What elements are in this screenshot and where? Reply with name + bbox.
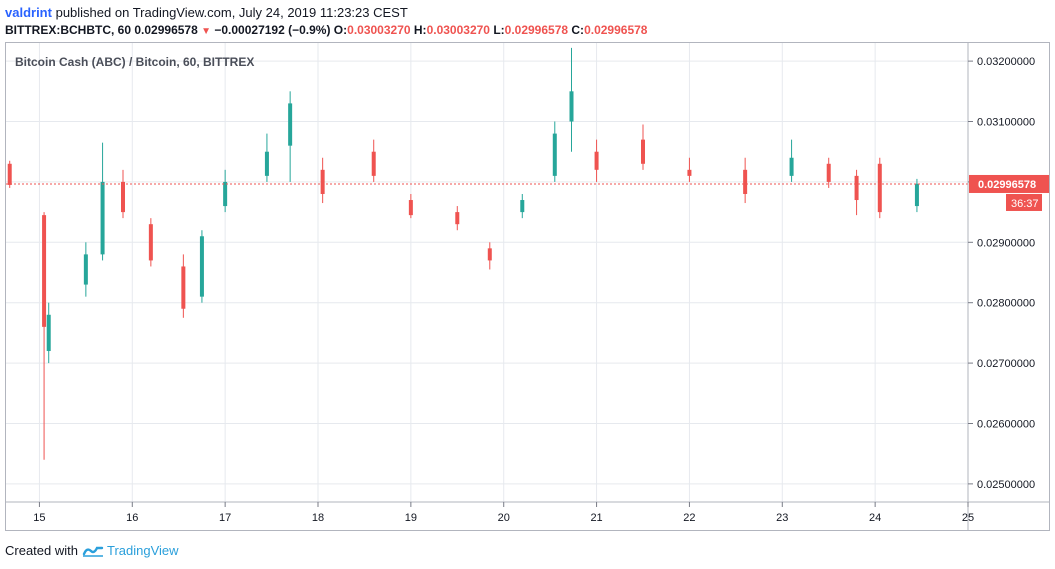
close-value: 0.02996578 [584, 23, 648, 37]
candle-down [320, 169, 325, 194]
candle-down [854, 175, 859, 201]
triangle-down-icon: ▼ [201, 26, 212, 37]
price-change: −0.00027192 (−0.9%) [214, 23, 331, 37]
price-tag: 0.02996578 36:37 [969, 174, 1049, 211]
x-tick-label: 21 [590, 512, 602, 524]
candle-down [408, 200, 413, 216]
countdown-tag-label: 36:37 [1011, 198, 1039, 210]
open-value: 0.03003270 [347, 23, 411, 37]
x-tick-label: 23 [776, 512, 788, 524]
candle-up [223, 181, 228, 207]
candle-up [914, 183, 919, 207]
created-with-label: Created with [5, 543, 78, 558]
candle-up [569, 91, 574, 122]
y-tick-label: 0.02600000 [977, 418, 1035, 430]
published-text: published on TradingView.com, July 24, 2… [55, 5, 408, 20]
y-axis[interactable]: 0.032000000.031000000.030000000.02900000… [968, 56, 1035, 491]
candle-down [7, 163, 12, 185]
candle-down [371, 151, 376, 176]
x-tick-label: 20 [498, 512, 510, 524]
candle-up [199, 236, 204, 297]
high-label: H: [413, 23, 427, 37]
last-price-tag-label: 0.02996578 [978, 179, 1036, 191]
tradingview-brand[interactable]: TradingView [107, 543, 179, 558]
x-tick-label: 25 [962, 512, 974, 524]
x-tick-label: 19 [405, 512, 417, 524]
last-price-tag-bg [969, 174, 1049, 193]
countdown-tag-bg [1006, 193, 1042, 211]
y-tick-label: 0.03100000 [977, 117, 1035, 129]
candle-down [826, 163, 831, 182]
open-label: O: [333, 23, 348, 37]
footer: Created with TradingView [5, 543, 179, 561]
candles-layer [7, 47, 919, 460]
candle-up [288, 103, 293, 146]
candle-up [264, 151, 269, 176]
candle-down [877, 163, 882, 213]
last-price: 0.02996578 [134, 23, 198, 37]
high-value: 0.03003270 [426, 23, 490, 37]
candle-down [121, 181, 125, 213]
publish-line: valdrint published on TradingView.com, J… [5, 5, 408, 20]
candle-down [455, 212, 460, 225]
candle-down [641, 139, 645, 164]
candle-up [83, 254, 88, 285]
candle-down [594, 151, 599, 170]
x-axis[interactable]: 15 16 17 18 19 20 21 22 23 24 25 [33, 502, 974, 524]
chart-frame[interactable]: Bitcoin Cash (ABC) / Bitcoin, 60, BITTRE… [5, 42, 1050, 531]
candle-down [181, 266, 186, 309]
x-tick-label: 18 [312, 512, 324, 524]
publisher-name[interactable]: valdrint [5, 5, 52, 20]
y-tick-label: 0.02700000 [977, 358, 1035, 370]
symbol-label: BITTREX:BCHBTC, 60 [5, 23, 132, 37]
low-value: 0.02996578 [504, 23, 569, 37]
close-label: C: [571, 23, 585, 37]
y-tick-label: 0.02800000 [977, 298, 1035, 310]
candle-down [687, 169, 692, 176]
candlestick-chart[interactable]: Bitcoin Cash (ABC) / Bitcoin, 60, BITTRE… [6, 43, 1049, 530]
tradingview-logo-icon[interactable] [82, 544, 104, 561]
y-tick-label: 0.02500000 [977, 479, 1035, 491]
x-tick-label: 16 [126, 512, 138, 524]
x-tick-label: 22 [683, 512, 695, 524]
candle-down [487, 248, 492, 261]
grid-lines [6, 43, 969, 502]
x-tick-label: 17 [219, 512, 231, 524]
candle-down [743, 169, 748, 194]
candle-up [520, 200, 525, 213]
candle-up [46, 314, 51, 352]
y-tick-label: 0.02900000 [977, 237, 1035, 249]
y-tick-label: 0.03200000 [977, 56, 1035, 68]
candle-up [100, 181, 105, 255]
low-label: L: [493, 23, 505, 37]
chart-title: Bitcoin Cash (ABC) / Bitcoin, 60, BITTRE… [15, 55, 254, 69]
candle-down [148, 224, 153, 261]
ohlc-line: BITTREX:BCHBTC, 60 0.02996578 ▼ −0.00027… [5, 23, 647, 37]
x-tick-label: 24 [869, 512, 881, 524]
candle-up [552, 133, 557, 176]
candle-down [42, 215, 47, 327]
x-tick-label: 15 [33, 512, 45, 524]
candle-up [789, 157, 794, 176]
